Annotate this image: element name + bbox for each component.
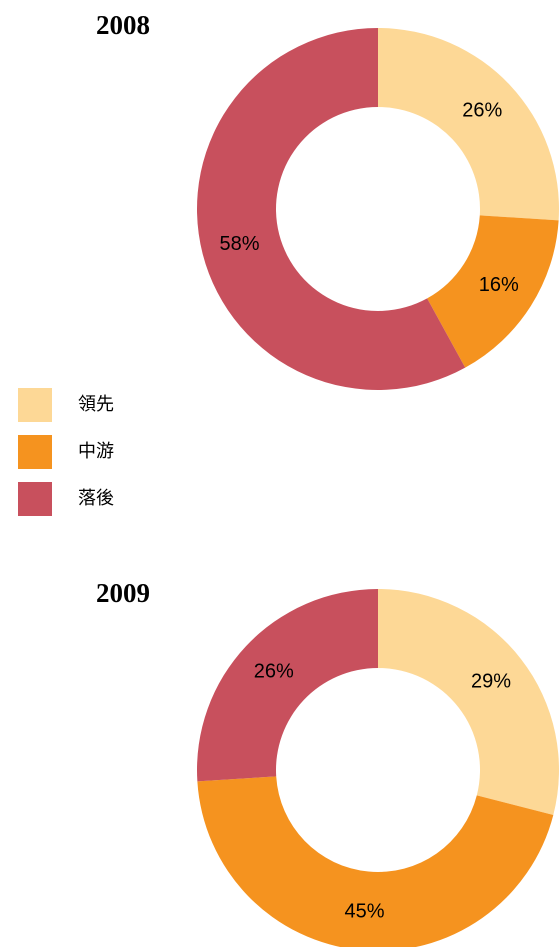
- donut-segment: [378, 28, 559, 221]
- chart-title: 2008: [96, 10, 150, 40]
- donut-segment: [197, 28, 466, 391]
- legend-swatch: [18, 435, 52, 469]
- legend-label: 中游: [78, 441, 114, 462]
- legend-label: 領先: [78, 394, 114, 415]
- data-label: 29%: [471, 671, 511, 693]
- data-label: 26%: [254, 660, 294, 682]
- chart-title: 2009: [96, 578, 150, 608]
- data-label: 16%: [479, 274, 519, 296]
- legend-swatch: [18, 388, 52, 422]
- donut-segment: [197, 589, 378, 782]
- data-label: 26%: [462, 99, 502, 121]
- donut-segment: [427, 215, 559, 368]
- donut-segment: [378, 589, 559, 816]
- data-label: 45%: [345, 901, 385, 923]
- donut-segment: [197, 776, 554, 947]
- legend-label: 落後: [78, 488, 114, 509]
- data-label: 58%: [219, 233, 259, 255]
- legend-swatch: [18, 482, 52, 516]
